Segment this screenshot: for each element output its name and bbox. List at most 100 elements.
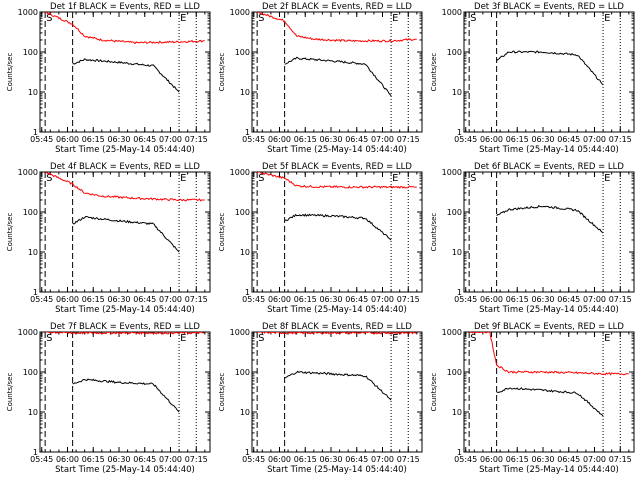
- x-tick-label: 06:15: [294, 455, 317, 464]
- marker-label: S: [46, 333, 52, 344]
- x-tick-label: 06:00: [268, 295, 291, 304]
- y-axis-label: Counts/sec: [430, 53, 438, 92]
- y-tick-label: 1000: [230, 8, 250, 17]
- x-tick-label: 07:00: [159, 455, 182, 464]
- y-tick-label: 10: [28, 88, 38, 97]
- panel-title: Det 9f BLACK = Events, RED = LLD: [474, 322, 624, 332]
- x-tick-label: 07:00: [583, 295, 606, 304]
- y-tick-label: 10: [452, 408, 462, 417]
- y-tick-label: 10: [240, 88, 250, 97]
- x-tick-label: 06:45: [133, 455, 156, 464]
- y-tick-label: 10: [452, 248, 462, 257]
- y-axis-label: Counts/sec: [6, 373, 14, 412]
- y-tick-label: 100: [447, 208, 462, 217]
- marker-label: E: [180, 333, 186, 344]
- y-tick-label: 1000: [18, 168, 38, 177]
- x-tick-label: 07:15: [609, 455, 632, 464]
- marker-label: S: [258, 173, 264, 184]
- x-tick-label: 06:00: [268, 135, 291, 144]
- plot-frame: [39, 331, 211, 453]
- y-tick-label: 1: [457, 128, 462, 137]
- x-tick-label: 06:00: [480, 135, 503, 144]
- x-tick-label: 06:45: [345, 135, 368, 144]
- y-tick-label: 1: [457, 448, 462, 457]
- x-tick-label: 05:45: [242, 295, 265, 304]
- marker-label: S: [46, 13, 52, 24]
- y-tick-label: 100: [235, 208, 250, 217]
- detector-panel: Det 1f BLACK = Events, RED = LLD 1 10 100 10…: [6, 2, 211, 155]
- x-tick-label: 06:30: [531, 135, 554, 144]
- panel-title: Det 4f BLACK = Events, RED = LLD: [50, 162, 200, 172]
- plot-frame: [251, 331, 423, 453]
- y-tick-label: 1000: [18, 8, 38, 17]
- x-tick-label: 06:45: [557, 135, 580, 144]
- y-tick-label: 1: [33, 128, 38, 137]
- events-series-line: [284, 56, 392, 97]
- x-tick-label: 07:00: [159, 135, 182, 144]
- x-tick-label: 06:15: [82, 135, 105, 144]
- panel-title: Det 7f BLACK = Events, RED = LLD: [50, 322, 200, 332]
- y-tick-label: 1000: [230, 328, 250, 337]
- detector-panel: Det 7f BLACK = Events, RED = LLD 1 10 100 10…: [6, 322, 211, 475]
- y-tick-label: 1: [245, 128, 250, 137]
- y-tick-label: 1: [457, 288, 462, 297]
- x-tick-label: 06:15: [294, 295, 317, 304]
- marker-label: E: [392, 13, 398, 24]
- y-tick-label: 100: [235, 48, 250, 57]
- marker-label: S: [470, 333, 476, 344]
- lld-series-line: [44, 172, 205, 202]
- x-tick-label: 05:45: [30, 295, 53, 304]
- events-series-line: [72, 215, 180, 253]
- y-tick-label: 1000: [18, 328, 38, 337]
- events-series-line: [496, 204, 604, 234]
- lld-series-line: [256, 172, 417, 189]
- plot-frame: [251, 11, 423, 133]
- y-tick-label: 100: [23, 208, 38, 217]
- x-tick-label: 07:15: [609, 135, 632, 144]
- x-tick-label: 06:30: [531, 455, 554, 464]
- events-series-line: [496, 50, 604, 86]
- x-tick-label: 06:15: [294, 135, 317, 144]
- x-tick-label: 07:00: [371, 295, 394, 304]
- x-axis-label: Start Time (25-May-14 05:44:40): [479, 145, 619, 155]
- x-tick-label: 07:15: [185, 295, 208, 304]
- x-tick-label: 06:30: [107, 455, 130, 464]
- x-tick-label: 06:00: [56, 295, 79, 304]
- x-tick-label: 06:15: [506, 295, 529, 304]
- lld-series-line: [45, 12, 205, 45]
- y-axis-label: Counts/sec: [218, 213, 226, 252]
- panel-title: Det 6f BLACK = Events, RED = LLD: [474, 162, 624, 172]
- x-tick-label: 06:30: [319, 135, 342, 144]
- y-tick-label: 10: [28, 408, 38, 417]
- marker-label: E: [392, 333, 398, 344]
- x-tick-label: 05:45: [454, 135, 477, 144]
- marker-label: E: [180, 13, 186, 24]
- x-axis-label: Start Time (25-May-14 05:44:40): [55, 145, 195, 155]
- x-axis-label: Start Time (25-May-14 05:44:40): [55, 465, 195, 475]
- plot-frame: [463, 171, 635, 293]
- x-tick-label: 06:30: [107, 295, 130, 304]
- plot-frame: [251, 171, 423, 293]
- x-tick-label: 07:00: [371, 455, 394, 464]
- detector-panel: Det 8f BLACK = Events, RED = LLD 1 10 100 10…: [218, 322, 423, 475]
- marker-label: S: [470, 13, 476, 24]
- x-axis-label: Start Time (25-May-14 05:44:40): [267, 305, 407, 315]
- x-tick-label: 06:45: [557, 295, 580, 304]
- y-tick-label: 1: [245, 448, 250, 457]
- y-tick-label: 1000: [230, 168, 250, 177]
- x-tick-label: 07:15: [397, 295, 420, 304]
- events-series-line: [284, 370, 392, 401]
- x-tick-label: 05:45: [454, 295, 477, 304]
- y-tick-label: 100: [23, 368, 38, 377]
- y-tick-label: 10: [240, 248, 250, 257]
- panel-title: Det 8f BLACK = Events, RED = LLD: [262, 322, 412, 332]
- panel-title: Det 5f BLACK = Events, RED = LLD: [262, 162, 412, 172]
- y-tick-label: 10: [28, 248, 38, 257]
- y-tick-label: 1: [33, 448, 38, 457]
